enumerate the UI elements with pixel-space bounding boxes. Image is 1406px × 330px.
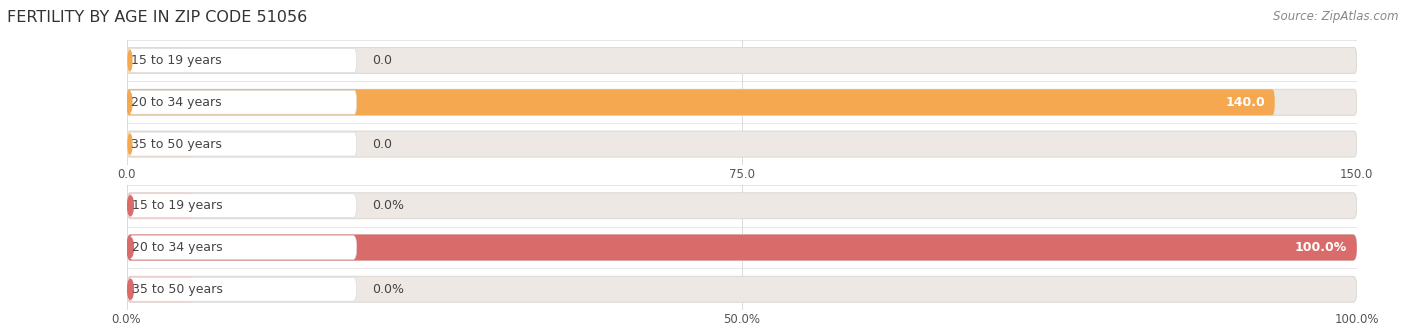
- FancyBboxPatch shape: [127, 276, 1357, 302]
- FancyBboxPatch shape: [127, 276, 194, 302]
- Circle shape: [128, 50, 132, 70]
- FancyBboxPatch shape: [129, 194, 357, 217]
- FancyBboxPatch shape: [127, 89, 1357, 115]
- FancyBboxPatch shape: [127, 235, 1357, 260]
- Text: 35 to 50 years: 35 to 50 years: [131, 138, 222, 150]
- Text: 20 to 34 years: 20 to 34 years: [132, 241, 224, 254]
- Text: 0.0: 0.0: [373, 138, 392, 150]
- FancyBboxPatch shape: [127, 48, 194, 74]
- Circle shape: [128, 280, 134, 299]
- Text: FERTILITY BY AGE IN ZIP CODE 51056: FERTILITY BY AGE IN ZIP CODE 51056: [7, 10, 308, 25]
- FancyBboxPatch shape: [129, 132, 357, 156]
- FancyBboxPatch shape: [127, 89, 1275, 115]
- Circle shape: [128, 196, 134, 215]
- FancyBboxPatch shape: [127, 193, 1357, 219]
- FancyBboxPatch shape: [127, 131, 1357, 157]
- FancyBboxPatch shape: [127, 48, 1357, 74]
- Circle shape: [128, 238, 134, 257]
- Circle shape: [128, 134, 132, 154]
- FancyBboxPatch shape: [129, 278, 357, 301]
- Text: 15 to 19 years: 15 to 19 years: [132, 199, 224, 212]
- FancyBboxPatch shape: [129, 49, 357, 72]
- Text: Source: ZipAtlas.com: Source: ZipAtlas.com: [1274, 10, 1399, 23]
- Text: 15 to 19 years: 15 to 19 years: [131, 54, 222, 67]
- Circle shape: [128, 92, 132, 112]
- Text: 140.0: 140.0: [1225, 96, 1265, 109]
- Text: 20 to 34 years: 20 to 34 years: [131, 96, 222, 109]
- Text: 100.0%: 100.0%: [1295, 241, 1347, 254]
- FancyBboxPatch shape: [127, 193, 194, 219]
- Text: 0.0: 0.0: [373, 54, 392, 67]
- FancyBboxPatch shape: [129, 90, 357, 114]
- FancyBboxPatch shape: [127, 131, 194, 157]
- Text: 0.0%: 0.0%: [373, 199, 405, 212]
- FancyBboxPatch shape: [129, 236, 357, 259]
- FancyBboxPatch shape: [127, 235, 1357, 260]
- Text: 0.0%: 0.0%: [373, 283, 405, 296]
- Text: 35 to 50 years: 35 to 50 years: [132, 283, 224, 296]
